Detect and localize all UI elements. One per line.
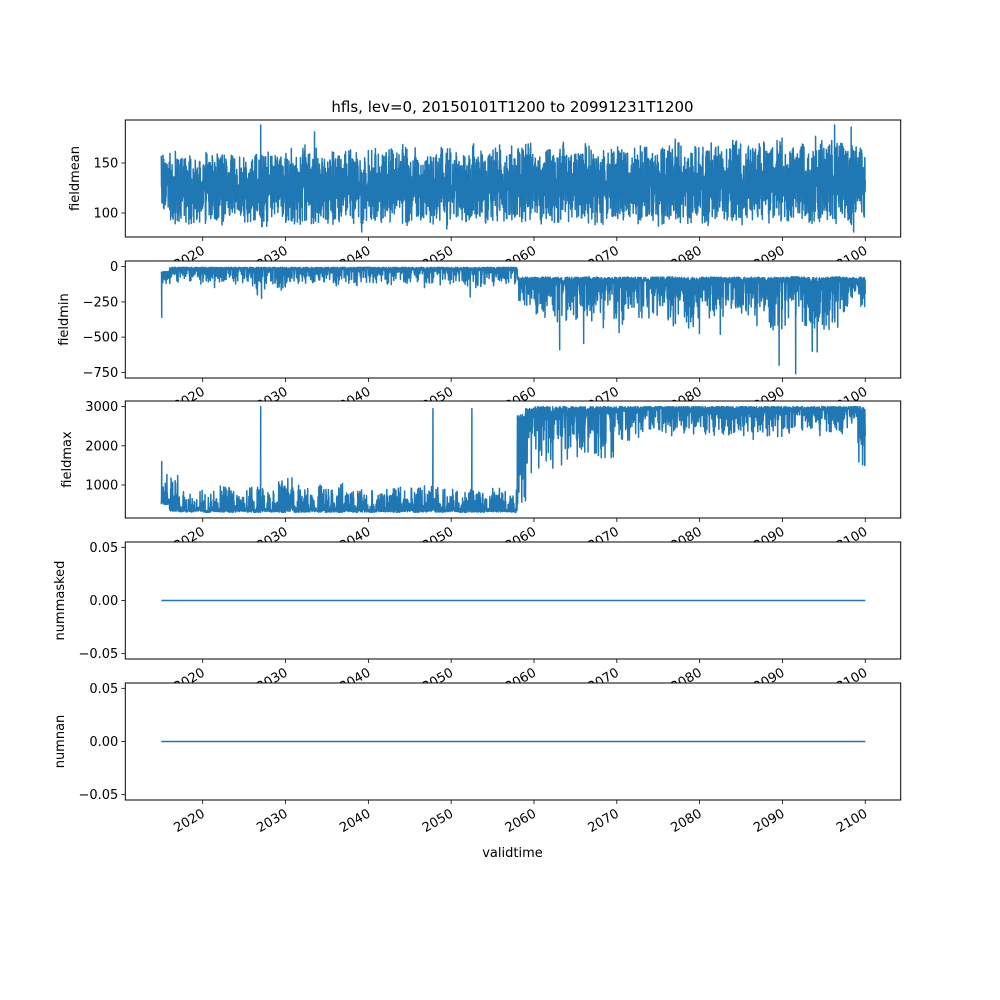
y-tick-label: −750 <box>83 366 119 381</box>
y-tick-label: 2000 <box>85 439 118 454</box>
y-tick-label: 0.05 <box>89 682 118 697</box>
data-line-fieldmax <box>160 405 867 514</box>
y-axis-label: nummasked <box>53 561 68 641</box>
data-line-fieldmin <box>160 266 867 375</box>
y-axis-label: numnan <box>53 715 68 769</box>
y-tick-label: −250 <box>83 295 119 310</box>
data-line-fieldmean <box>160 124 867 233</box>
axes-frame <box>124 400 902 519</box>
y-tick-label: −500 <box>83 331 119 346</box>
y-axis-label: fieldmean <box>68 146 83 211</box>
y-tick-label: 0 <box>110 260 118 275</box>
y-tick-label: 100 <box>93 207 118 222</box>
x-axis-label: validtime <box>482 846 543 861</box>
axes-frame <box>124 119 902 238</box>
y-tick-label: 0.00 <box>89 594 118 609</box>
y-tick-label: −0.05 <box>78 788 118 803</box>
y-tick-label: 150 <box>93 157 118 172</box>
y-tick-label: 1000 <box>85 478 118 493</box>
y-tick-label: 0.05 <box>89 541 118 556</box>
y-tick-label: 0.00 <box>89 735 118 750</box>
y-axis-label: fieldmin <box>57 293 72 346</box>
y-axis-label: fieldmax <box>60 431 75 488</box>
chart-title: hfls, lev=0, 20150101T1200 to 20991231T1… <box>331 98 693 116</box>
axes-frame <box>124 260 902 379</box>
y-tick-label: −0.05 <box>78 647 118 662</box>
y-tick-label: 3000 <box>85 400 118 415</box>
